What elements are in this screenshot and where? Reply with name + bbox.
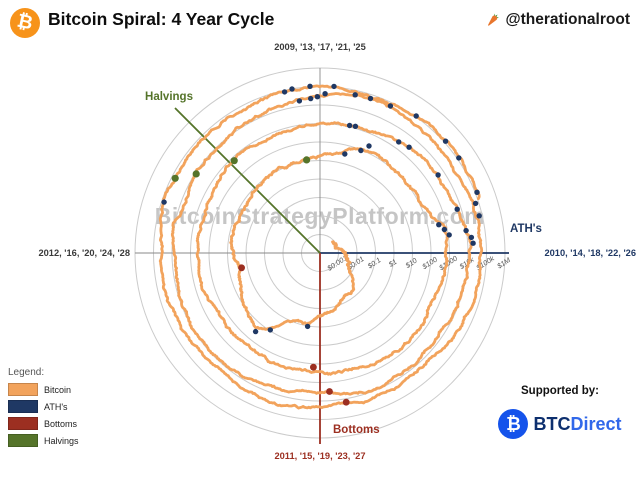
ath-dot: [358, 147, 364, 154]
halving-dot: [230, 157, 238, 165]
legend-swatch-ath: [8, 400, 38, 413]
ath-dot: [406, 144, 412, 150]
ath-dot: [307, 83, 313, 90]
legend-label-bottoms: Bottoms: [44, 418, 78, 429]
ath-dot: [296, 98, 303, 104]
ath-dot: [396, 139, 402, 145]
ath-dot: [454, 206, 460, 212]
btcdirect-logo-row: ₿ BTCDirect: [490, 409, 630, 439]
axis-label-left: 2012, '16, '20, '24, '28: [38, 248, 130, 258]
bottom-dot: [310, 363, 317, 371]
ath-dot: [413, 113, 419, 119]
legend-title: Legend:: [8, 367, 45, 378]
legend: Legend: Bitcoin ATH's Bottoms Halvings: [8, 367, 79, 451]
ath-dot: [322, 91, 328, 97]
btcdirect-word-direct: Direct: [570, 413, 622, 434]
ath-dot: [435, 172, 441, 178]
btcdirect-wordmark: BTCDirect: [533, 414, 621, 435]
legend-label-bitcoin: Bitcoin: [44, 384, 72, 395]
ath-dot: [346, 122, 353, 129]
halving-dot: [171, 174, 179, 182]
ath-dot: [304, 323, 311, 330]
axis-label-bottom: 2011, '15, '19, '23, '27: [274, 451, 365, 461]
bitcoin-price-spiral: [158, 84, 484, 410]
ath-dot: [352, 92, 358, 98]
ath-axis-name: ATH's: [510, 223, 542, 235]
bitcoin-logo-glyph: ₿: [15, 10, 35, 35]
bottom-dot: [238, 264, 246, 272]
ath-dot: [281, 89, 288, 95]
ath-dot: [470, 240, 476, 246]
ath-dot: [252, 328, 259, 335]
radial-tick-label: $100: [420, 255, 439, 272]
ath-dot: [367, 95, 374, 102]
ath-dot: [314, 94, 321, 100]
legend-item-bitcoin: Bitcoin: [8, 383, 79, 396]
ath-dot: [476, 213, 482, 219]
legend-swatch-bitcoin: [8, 383, 38, 396]
ath-dot: [352, 123, 359, 129]
supported-by-label: Supported by:: [521, 385, 599, 397]
axis-halvings: [174, 107, 321, 254]
ath-dot: [366, 143, 372, 149]
legend-item-halvings: Halvings: [8, 434, 79, 447]
btcdirect-logo-glyph: ₿: [506, 413, 521, 434]
ath-dot: [387, 103, 394, 109]
ath-dot: [474, 189, 480, 195]
legend-label-ath: ATH's: [44, 401, 68, 412]
supported-by: Supported by: ₿ BTCDirect: [490, 385, 630, 439]
axis-label-right: 2010, '14, '18, '22, '26: [544, 248, 636, 258]
radial-tick-label: $1: [386, 257, 398, 269]
ath-dot: [342, 151, 348, 157]
halving-dot: [303, 156, 311, 164]
btcdirect-logo-icon: ₿: [498, 409, 529, 439]
ath-dot: [463, 227, 469, 234]
ath-dot: [267, 327, 273, 333]
legend-item-bottoms: Bottoms: [8, 417, 79, 430]
ath-dot: [308, 95, 314, 102]
ath-dot: [331, 83, 337, 90]
axis-label-top: 2009, '13, '17, '21, '25: [274, 42, 366, 52]
legend-swatch-bottoms: [8, 417, 38, 430]
halving-dot: [192, 170, 200, 178]
carrot-icon: [487, 13, 499, 26]
ath-dot: [441, 226, 448, 233]
bottom-dot: [342, 398, 350, 406]
radial-tick-label: $100k: [474, 254, 497, 273]
ath-dot: [468, 234, 475, 241]
author-handle-wrap: @therationalroot: [484, 11, 630, 29]
legend-label-halvings: Halvings: [44, 435, 79, 446]
ath-dot: [289, 86, 295, 92]
halvings-axis-name: Halvings: [145, 91, 193, 103]
radial-tick-label: $10: [403, 256, 419, 271]
bitcoin-logo-icon: ₿: [10, 8, 40, 38]
ath-dot: [442, 138, 449, 144]
twitter-handle: @therationalroot: [505, 11, 630, 28]
bottom-dot: [326, 388, 333, 395]
btcdirect-word-btc: BTC: [533, 413, 571, 434]
ath-dot: [436, 222, 442, 228]
legend-item-ath: ATH's: [8, 400, 79, 413]
radial-tick-label: $1M: [494, 255, 511, 271]
ath-dot: [446, 232, 452, 238]
bottoms-axis-name: Bottoms: [333, 424, 380, 436]
page-title: Bitcoin Spiral: 4 Year Cycle: [48, 9, 275, 29]
ath-dot: [472, 200, 479, 207]
legend-swatch-halvings: [8, 434, 38, 447]
ath-dot: [161, 199, 167, 205]
ath-dot: [456, 155, 462, 161]
